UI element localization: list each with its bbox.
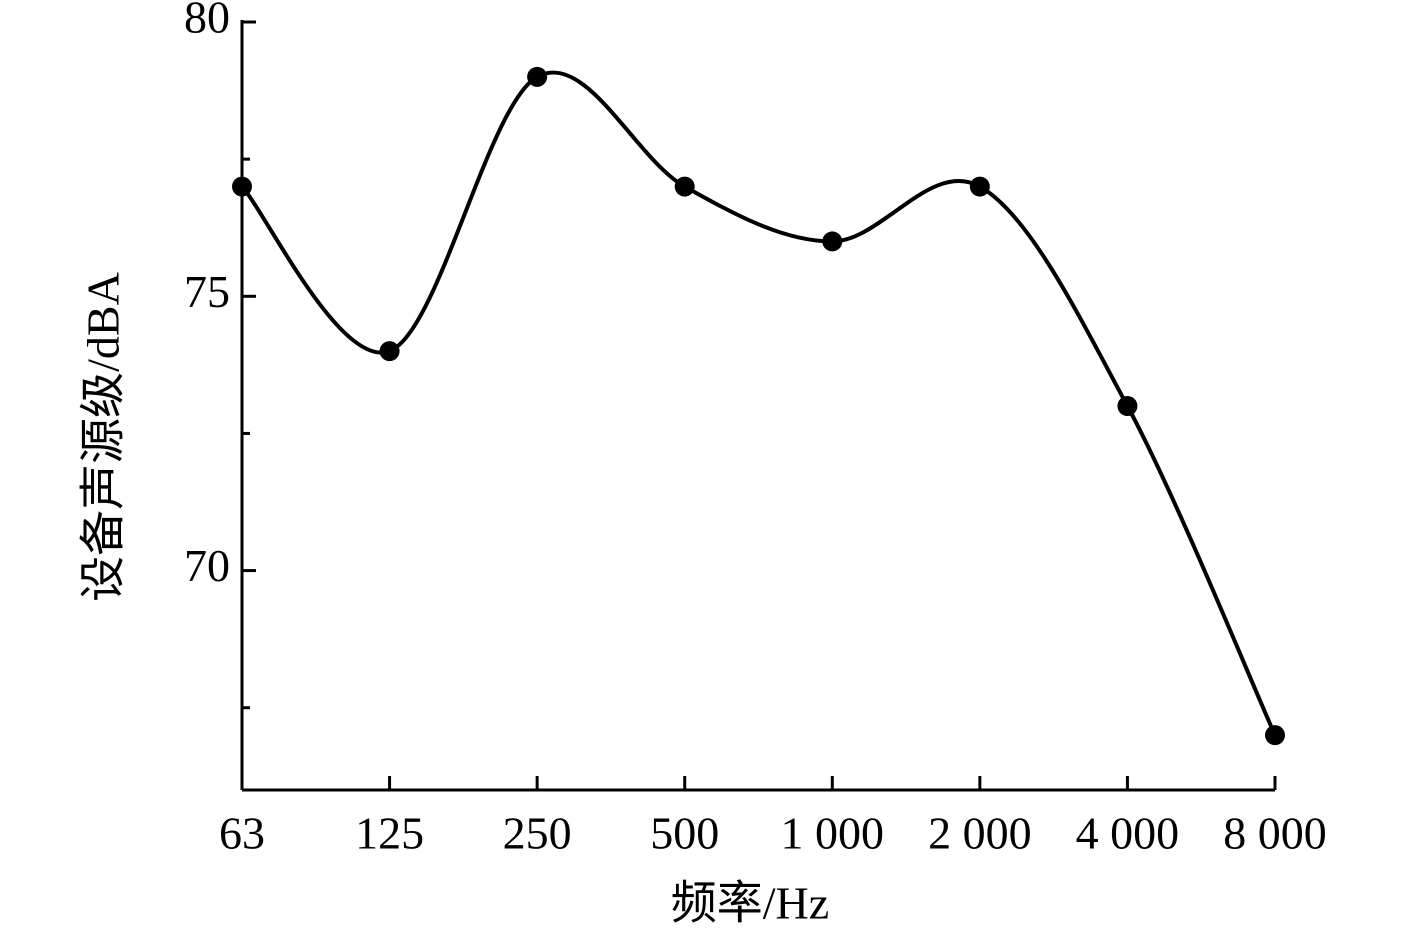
- x-tick-label: 2 000: [928, 808, 1032, 859]
- marker: [674, 176, 695, 197]
- x-axis-title: 频率/Hz: [671, 878, 829, 929]
- marker: [527, 66, 548, 87]
- x-tick-label: 500: [650, 808, 719, 859]
- x-tick-label: 250: [503, 808, 572, 859]
- marker: [822, 231, 843, 252]
- x-tick-label: 1 000: [781, 808, 885, 859]
- x-tick-label: 8 000: [1223, 808, 1327, 859]
- marker: [969, 176, 990, 197]
- marker: [379, 341, 400, 362]
- y-tick-label: 70: [184, 540, 230, 591]
- y-tick-label: 75: [184, 266, 230, 317]
- x-tick-label: 125: [355, 808, 424, 859]
- x-tick-label: 63: [219, 808, 265, 859]
- x-tick-label: 4 000: [1076, 808, 1180, 859]
- marker: [1265, 725, 1285, 746]
- marker: [1117, 396, 1138, 416]
- y-axis-title: 设备声源级/dBA: [78, 272, 129, 602]
- y-tick-label: 80: [184, 0, 230, 43]
- marker: [232, 176, 252, 197]
